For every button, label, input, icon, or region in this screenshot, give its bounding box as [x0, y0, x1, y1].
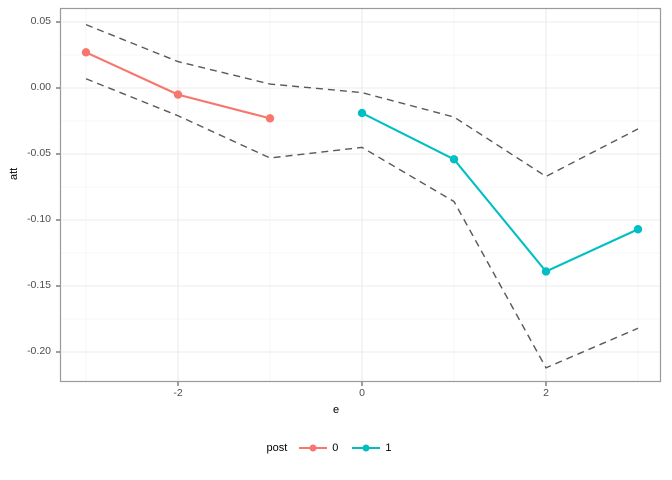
axis-tick-marks	[56, 21, 547, 386]
series-0	[81, 48, 275, 123]
y-tick-label: -0.15	[27, 279, 51, 291]
data-point	[449, 155, 459, 164]
y-tick-label: 0.05	[30, 15, 51, 27]
chart-legend: post 0 1	[0, 440, 672, 456]
panel-border	[59, 7, 662, 383]
x-tick-label: -2	[173, 387, 183, 399]
data-point	[265, 114, 275, 123]
data-point	[633, 225, 643, 234]
gridlines	[60, 8, 661, 382]
panel-background	[60, 8, 661, 382]
legend-key-icon	[352, 440, 381, 456]
x-axis-title: e	[332, 404, 340, 416]
y-tick-label: -0.10	[27, 213, 51, 225]
data-point	[541, 267, 551, 276]
legend-title: post	[266, 442, 288, 454]
confidence-band-lower	[85, 78, 639, 369]
legend-label: 1	[385, 442, 392, 454]
legend-label: 0	[332, 442, 339, 454]
legend-key-icon	[299, 440, 328, 456]
legend-entry-0[interactable]: 0	[299, 440, 338, 456]
legend-entry-1[interactable]: 1	[352, 440, 392, 456]
y-tick-label: -0.05	[27, 147, 51, 159]
data-point	[81, 48, 91, 57]
y-tick-label: 0.00	[30, 81, 51, 93]
series-1	[357, 108, 643, 276]
data-point	[357, 108, 367, 118]
x-tick-label: 0	[359, 387, 365, 399]
x-tick-label: 2	[543, 387, 549, 399]
confidence-bands	[85, 23, 639, 369]
series-line-1	[361, 112, 639, 273]
y-tick-label: -0.20	[27, 345, 51, 357]
data-point	[173, 90, 183, 99]
confidence-band-upper	[85, 23, 639, 178]
